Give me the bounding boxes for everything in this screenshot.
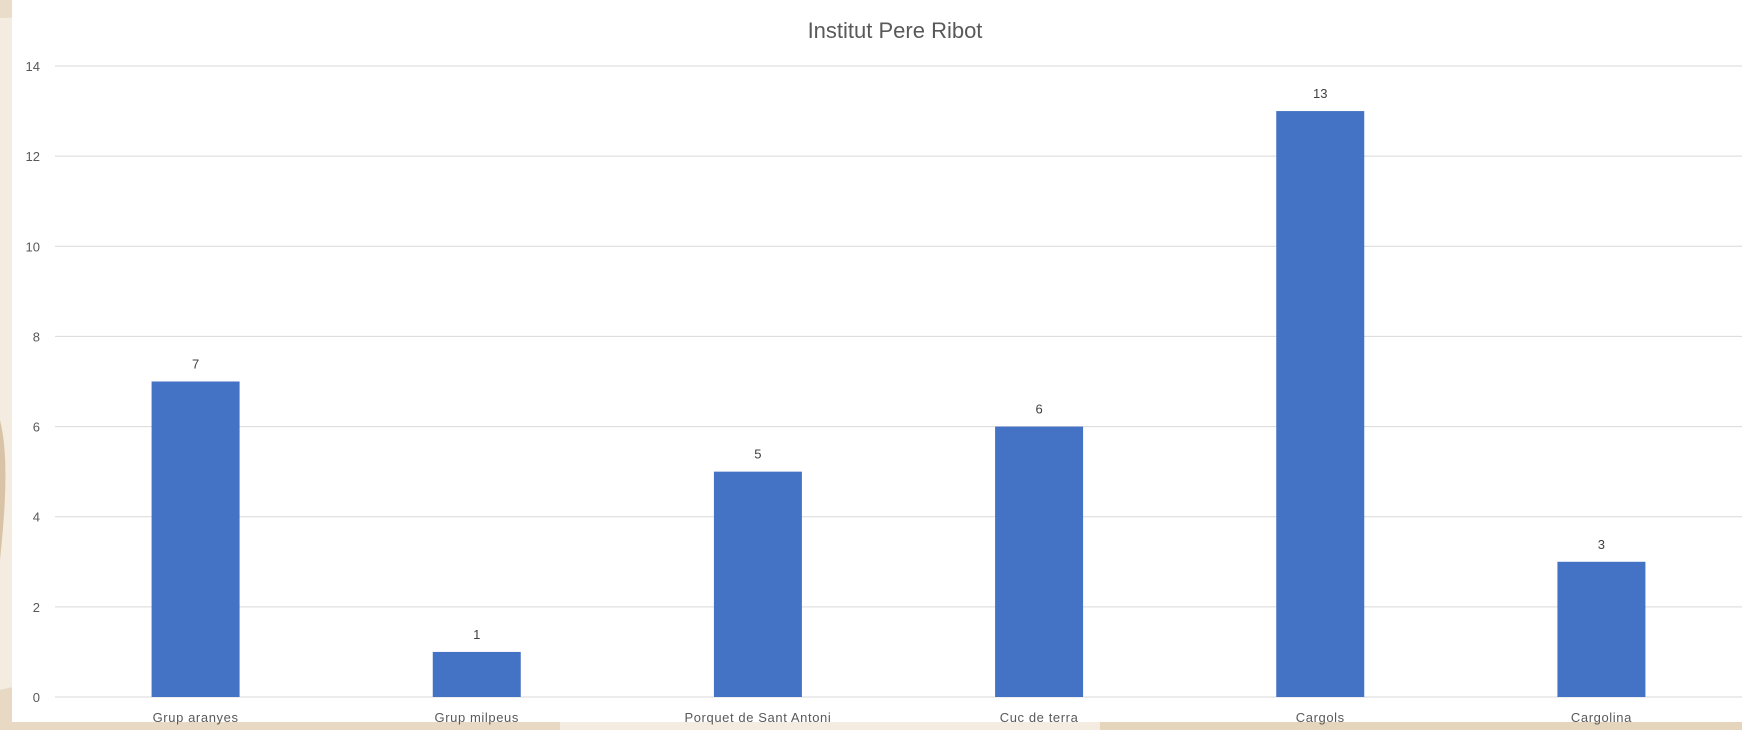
bar <box>995 426 1084 697</box>
y-tick-label: 14 <box>26 59 40 74</box>
gridlines <box>55 65 1742 698</box>
y-tick-label: 2 <box>33 600 40 615</box>
y-tick-label: 4 <box>33 510 40 525</box>
x-axis-categories: Grup aranyes Grup milpeus Porquet de Sant … <box>153 710 1632 725</box>
data-label: 6 <box>1035 402 1042 417</box>
x-category-label: Grup milpeus <box>434 710 519 725</box>
plot-area-background <box>12 0 1742 722</box>
y-axis-ticks: 0 2 4 6 8 10 12 14 <box>26 59 40 705</box>
data-label: 1 <box>473 627 480 642</box>
data-label: 13 <box>1313 86 1327 101</box>
data-label: 3 <box>1598 537 1605 552</box>
chart-title: Institut Pere Ribot <box>808 18 983 43</box>
data-label: 7 <box>192 357 199 372</box>
bar <box>713 471 802 697</box>
x-category-label: Porquet de Sant Antoni <box>684 710 831 725</box>
y-tick-label: 6 <box>33 420 40 435</box>
x-category-label: Grup aranyes <box>153 710 239 725</box>
y-tick-label: 8 <box>33 329 40 344</box>
bar <box>432 651 521 697</box>
data-labels: 7 1 5 6 13 3 <box>192 86 1605 642</box>
x-category-label: Cuc de terra <box>1000 710 1079 725</box>
y-tick-label: 10 <box>26 239 40 254</box>
bars <box>151 111 1646 698</box>
bar <box>1276 111 1365 698</box>
bar <box>151 381 240 697</box>
y-tick-label: 12 <box>26 149 40 164</box>
y-tick-label: 0 <box>33 690 40 705</box>
bar <box>1557 561 1646 697</box>
x-category-label: Cargolina <box>1571 710 1632 725</box>
data-label: 5 <box>754 447 761 462</box>
x-category-label: Cargols <box>1296 710 1345 725</box>
